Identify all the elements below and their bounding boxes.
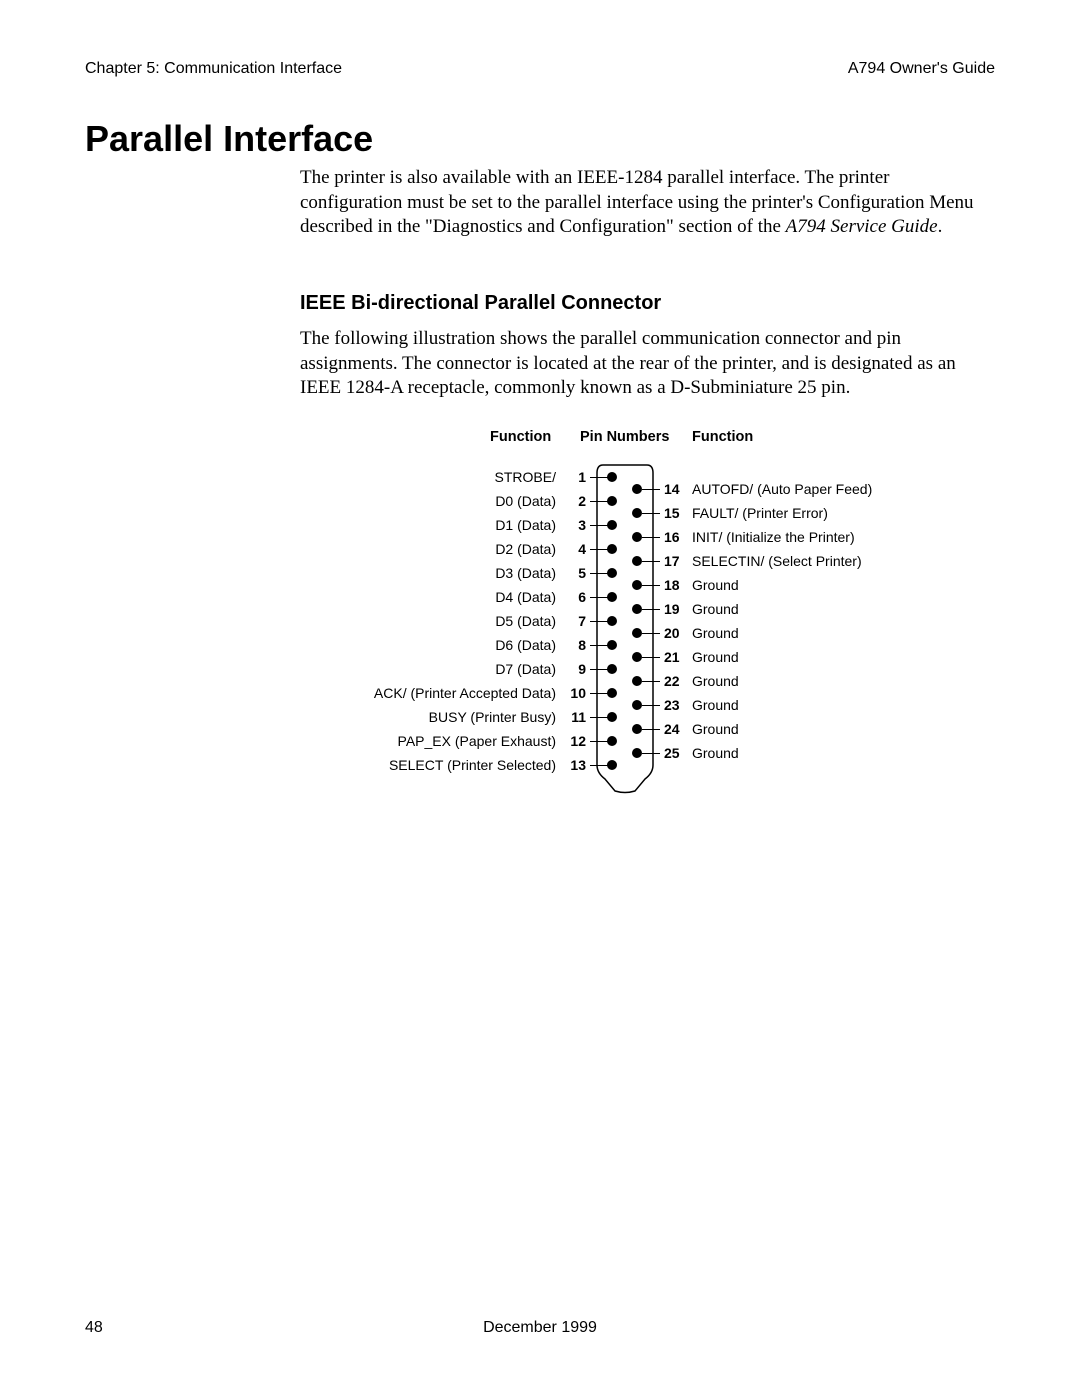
header-left: Chapter 5: Communication Interface (85, 60, 342, 78)
pin-left-number: 7 (300, 613, 586, 629)
pin-lead (642, 705, 660, 706)
pin-right-number: 23 (664, 697, 680, 713)
pin-left-number: 6 (300, 589, 586, 605)
pin-lead (590, 693, 608, 694)
pin-left-number: 1 (300, 469, 586, 485)
pin-left-number: 10 (300, 685, 586, 701)
pin-left-number: 13 (300, 757, 586, 773)
pin-right-label: Ground (692, 745, 739, 761)
pin-right-number: 15 (664, 505, 680, 521)
section-paragraph: The following illustration shows the par… (300, 327, 995, 401)
pin-lead (590, 501, 608, 502)
pin-lead (642, 753, 660, 754)
pin-right-label: Ground (692, 625, 739, 641)
footer-date: December 1999 (483, 1319, 597, 1336)
pin-lead (590, 573, 608, 574)
pin-lead (590, 549, 608, 550)
pin-lead (590, 645, 608, 646)
pin-right-number: 17 (664, 553, 680, 569)
pin-lead (642, 537, 660, 538)
pin-right-label: Ground (692, 577, 739, 593)
pin-right-label: AUTOFD/ (Auto Paper Feed) (692, 481, 872, 497)
pin-right-number: 14 (664, 481, 680, 497)
page-header: Chapter 5: Communication Interface A794 … (85, 60, 995, 78)
pin-lead (642, 489, 660, 490)
pin-lead (642, 729, 660, 730)
pin-lead (642, 681, 660, 682)
pin-right-number: 24 (664, 721, 680, 737)
pin-lead (642, 513, 660, 514)
pin-lead (590, 597, 608, 598)
pin-lead (590, 717, 608, 718)
pin-left-number: 11 (300, 709, 586, 725)
connector-svg (595, 459, 655, 795)
pin-left-number: 8 (300, 637, 586, 653)
pin-lead (590, 741, 608, 742)
pin-left-number: 4 (300, 541, 586, 557)
pin-lead (590, 477, 608, 478)
pin-right-label: Ground (692, 697, 739, 713)
pin-left-number: 3 (300, 517, 586, 533)
pin-right-label: INIT/ (Initialize the Printer) (692, 529, 855, 545)
col-header-function-left: Function (490, 429, 551, 445)
pin-right-label: Ground (692, 649, 739, 665)
pin-lead (642, 633, 660, 634)
intro-paragraph: The printer is also available with an IE… (300, 166, 995, 240)
col-header-function-right: Function (692, 429, 753, 445)
pin-right-number: 16 (664, 529, 680, 545)
pin-left-number: 9 (300, 661, 586, 677)
pin-lead (590, 621, 608, 622)
pin-left-number: 5 (300, 565, 586, 581)
footer-page-number: 48 (85, 1319, 103, 1337)
pin-lead (590, 669, 608, 670)
pin-left-number: 2 (300, 493, 586, 509)
pin-lead (642, 585, 660, 586)
pin-lead (642, 609, 660, 610)
pin-right-number: 18 (664, 577, 680, 593)
pin-lead (590, 765, 608, 766)
intro-text-post: . (938, 216, 943, 237)
pin-right-label: Ground (692, 601, 739, 617)
pin-lead (642, 561, 660, 562)
section-heading: IEEE Bi-directional Parallel Connector (300, 292, 995, 315)
page-footer: 48 December 1999 (85, 1319, 995, 1337)
pin-right-label: Ground (692, 721, 739, 737)
pin-right-label: FAULT/ (Printer Error) (692, 505, 828, 521)
pin-right-number: 19 (664, 601, 680, 617)
pin-lead (590, 525, 608, 526)
page-title: Parallel Interface (85, 118, 995, 160)
pin-right-number: 25 (664, 745, 680, 761)
pin-right-label: Ground (692, 673, 739, 689)
pin-lead (642, 657, 660, 658)
intro-text-italic: A794 Service Guide (786, 216, 938, 237)
col-header-pin-numbers: Pin Numbers (580, 429, 669, 445)
pin-right-label: SELECTIN/ (Select Printer) (692, 553, 862, 569)
pin-right-number: 21 (664, 649, 680, 665)
pin-right-number: 22 (664, 673, 680, 689)
header-right: A794 Owner's Guide (848, 60, 995, 78)
pin-right-number: 20 (664, 625, 680, 641)
pin-left-number: 12 (300, 733, 586, 749)
connector-diagram: Function Pin Numbers Function STROBE/1D0… (300, 429, 995, 789)
